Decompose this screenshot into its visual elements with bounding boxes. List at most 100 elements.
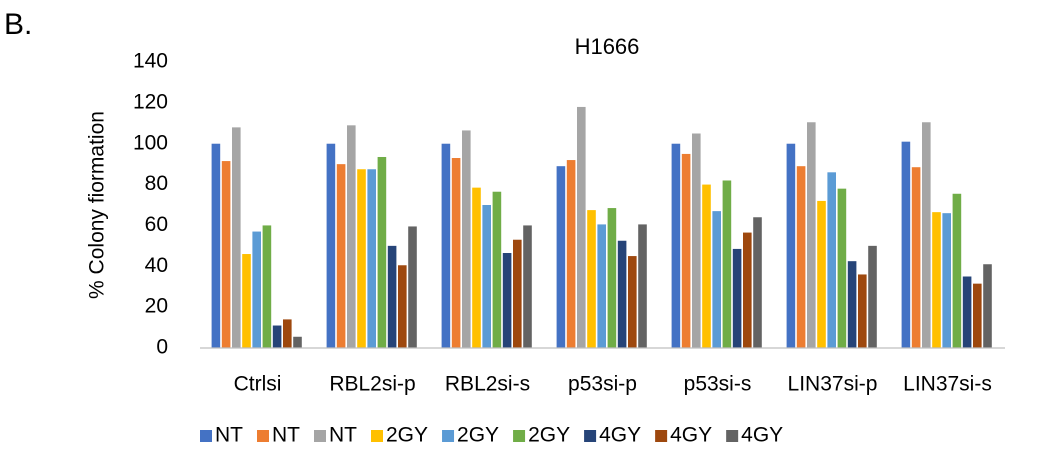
legend-swatch (371, 430, 383, 442)
bar (242, 254, 251, 348)
bar (283, 319, 292, 348)
bar (492, 191, 502, 348)
bar (577, 106, 586, 348)
y-tick-label: 80 (145, 172, 168, 195)
y-tick-label: 40 (145, 254, 168, 277)
legend-label: NT (272, 424, 300, 447)
bar (441, 143, 451, 348)
bar (607, 208, 617, 348)
bar (796, 166, 806, 348)
bar (827, 172, 836, 348)
bar (712, 211, 721, 348)
bar (743, 232, 752, 348)
legend-swatch (314, 430, 326, 442)
legend-label: 4GY (670, 424, 712, 447)
legend-swatch (200, 430, 212, 442)
bar (617, 240, 627, 348)
legend-label: 2GY (457, 424, 499, 447)
bar (556, 166, 566, 348)
y-tick-label: 140 (133, 50, 168, 73)
x-tick-label: p53si-p (568, 373, 637, 396)
x-tick-label: p53si-s (684, 373, 752, 396)
bar (262, 225, 272, 348)
bar (482, 205, 491, 348)
bar (671, 143, 681, 348)
bar (336, 164, 346, 348)
legend-swatch (726, 430, 739, 442)
bar (932, 212, 941, 348)
bar (962, 276, 972, 348)
bar (847, 261, 857, 348)
bar (692, 133, 701, 348)
bar (211, 143, 221, 348)
legend-swatch (442, 430, 455, 442)
bar (293, 336, 302, 348)
bar (858, 274, 867, 348)
y-tick-label: 0 (156, 336, 168, 359)
chart-title: H1666 (575, 34, 640, 59)
bar (221, 161, 231, 348)
bar (272, 325, 282, 348)
legend-label: 2GY (528, 424, 570, 447)
bar (408, 226, 417, 348)
bar (817, 200, 826, 348)
bar (837, 188, 847, 348)
bar (983, 264, 992, 348)
bar (922, 122, 931, 348)
bar (597, 224, 606, 348)
x-tick-label: Ctrlsi (234, 373, 282, 396)
bar (347, 125, 356, 348)
x-tick-label: RBL2si-s (445, 373, 530, 396)
y-tick-label: 20 (145, 295, 168, 318)
legend-label: 4GY (741, 424, 783, 447)
legend-label: NT (329, 424, 357, 447)
bar (702, 184, 711, 348)
bar (942, 213, 951, 348)
bar (462, 130, 471, 348)
bar (513, 239, 522, 348)
x-tick-label: LIN37si-p (788, 373, 878, 396)
bar (732, 248, 742, 348)
bar (681, 153, 691, 348)
bar (807, 122, 816, 348)
legend-label: NT (215, 424, 243, 447)
x-tick-label: LIN37si-s (903, 373, 992, 396)
legend-swatch (257, 430, 269, 442)
bar (523, 225, 532, 348)
bar (357, 169, 366, 348)
bar (566, 160, 576, 348)
legend-swatch (655, 430, 668, 442)
bar (472, 187, 481, 348)
y-tick-label: 100 (133, 131, 168, 154)
bar (952, 193, 962, 348)
bar (901, 141, 911, 348)
bar (398, 265, 407, 348)
legend-swatch (584, 430, 597, 442)
x-tick-label: RBL2si-p (329, 373, 415, 396)
bar (722, 180, 732, 348)
bar (786, 143, 796, 348)
bar (753, 217, 762, 348)
bar (326, 143, 336, 348)
legend-label: 4GY (599, 424, 641, 447)
bar (973, 283, 982, 348)
y-tick-label: 120 (133, 90, 168, 113)
bar (377, 156, 387, 348)
bar (628, 256, 637, 348)
y-tick-label: 60 (145, 213, 168, 236)
y-axis-label: % Colony fiormation (86, 111, 109, 299)
legend-swatch (513, 430, 526, 442)
bar (868, 245, 877, 348)
bar (387, 245, 397, 348)
bar (451, 158, 461, 348)
bar (587, 210, 596, 348)
bar (232, 127, 241, 348)
panel-label: B. (4, 8, 32, 41)
bar (367, 169, 376, 348)
legend-label: 2GY (386, 424, 428, 447)
bar (502, 253, 512, 348)
bar (911, 167, 921, 348)
bar (638, 224, 647, 348)
bar (252, 231, 261, 348)
